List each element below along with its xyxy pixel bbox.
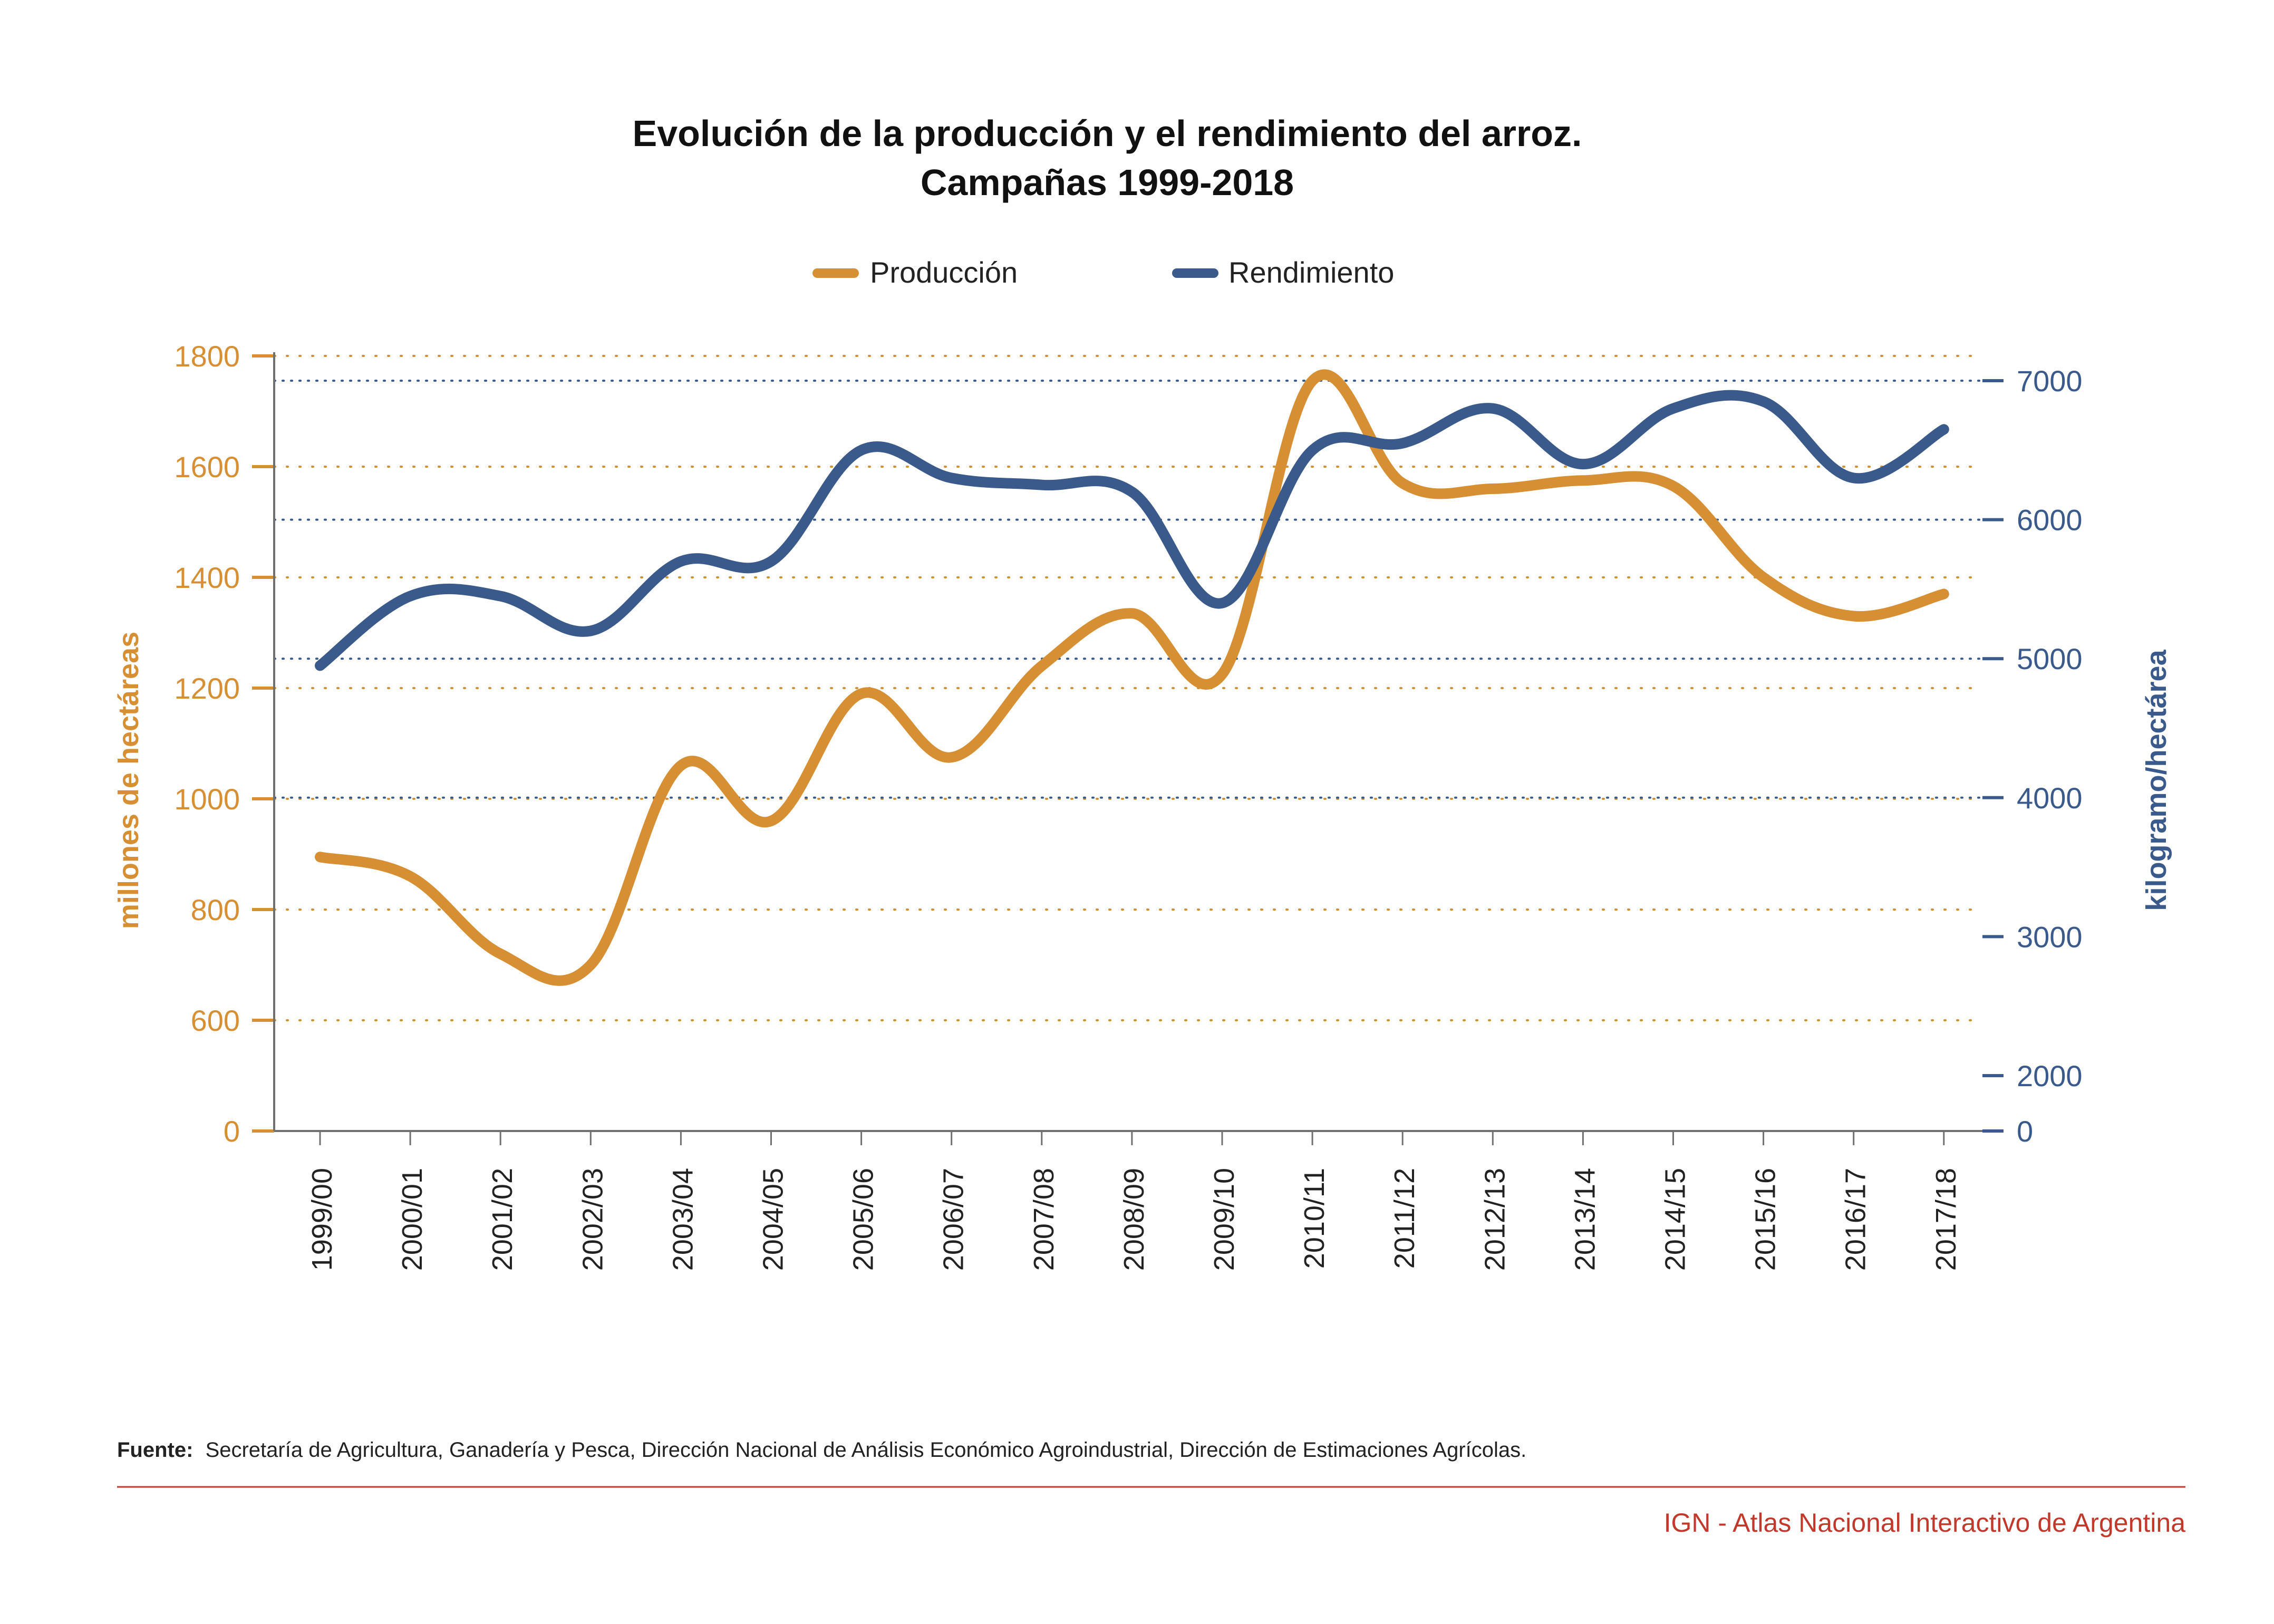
point-produccion-12 — [1402, 483, 1403, 484]
left-tick-label: 800 — [191, 893, 240, 926]
point-rendimiento-10 — [1222, 603, 1223, 604]
x-tick-label: 2005/06 — [848, 1168, 879, 1271]
right-tick-label: 0 — [2017, 1115, 2033, 1148]
point-produccion-4 — [680, 765, 681, 766]
source-label: Fuente: — [117, 1438, 193, 1462]
x-tick-label: 2007/08 — [1028, 1168, 1060, 1271]
x-tick-label: 2004/05 — [758, 1168, 789, 1271]
point-produccion-13 — [1492, 488, 1493, 489]
right-tick-label: 7000 — [2017, 364, 2083, 398]
point-produccion-9 — [1131, 613, 1133, 614]
x-tick-label: 2014/15 — [1660, 1168, 1691, 1271]
series-lines — [315, 369, 1949, 986]
point-produccion-7 — [951, 757, 952, 758]
x-tick-label: 2017/18 — [1930, 1168, 1962, 1271]
right-tick-label: 2000 — [2017, 1059, 2083, 1093]
left-tick-label: 600 — [191, 1004, 240, 1037]
point-produccion-5 — [771, 820, 772, 821]
point-rendimiento-14 — [1582, 463, 1583, 465]
point-rendimiento-15 — [1673, 408, 1674, 409]
point-produccion-10 — [1222, 674, 1223, 675]
left-tick-label: 1600 — [174, 450, 240, 484]
x-tick-label: 2010/11 — [1299, 1168, 1330, 1269]
x-tick-label: 2016/17 — [1840, 1168, 1872, 1271]
left-tick-label: 1000 — [174, 782, 240, 816]
right-tick-label: 5000 — [2017, 642, 2083, 675]
x-tick-label: 2006/07 — [938, 1168, 970, 1271]
source-text: Secretaría de Agricultura, Ganadería y P… — [206, 1438, 1527, 1462]
chart-title: Evolución de la producción y el rendimie… — [633, 113, 1582, 154]
point-rendimiento-16 — [1763, 401, 1764, 402]
point-rendimiento-7 — [951, 478, 952, 479]
point-produccion-6 — [861, 693, 862, 694]
point-produccion-3 — [590, 964, 591, 965]
right-tick-label: 4000 — [2017, 781, 2083, 815]
y-axis-left-title: millones de hectáreas — [113, 632, 144, 929]
x-tick-label: 2012/13 — [1479, 1168, 1511, 1271]
point-rendimiento-12 — [1402, 443, 1403, 444]
legend: Producción Rendimiento — [812, 256, 1394, 289]
point-rendimiento-8 — [1041, 485, 1042, 486]
point-rendimiento-11 — [1312, 450, 1313, 451]
series-line-produccion — [315, 369, 1949, 986]
x-tick-label: 2001/02 — [487, 1168, 518, 1271]
point-rendimiento-1 — [410, 596, 411, 597]
point-produccion-17 — [1853, 616, 1854, 617]
chart-subtitle: Campañas 1999-2018 — [921, 162, 1294, 203]
point-rendimiento-3 — [590, 630, 591, 631]
point-rendimiento-17 — [1853, 478, 1854, 479]
x-tick-label: 2000/01 — [396, 1168, 428, 1271]
point-produccion-15 — [1673, 486, 1674, 487]
y-axis-right-title: kilogramo/hectárea — [2141, 649, 2172, 911]
point-rendimiento-2 — [500, 596, 501, 597]
point-rendimiento-0 — [320, 665, 321, 666]
source-note: Fuente: Secretaría de Agricultura, Ganad… — [117, 1438, 1526, 1462]
axes: 1800160014001200100080060007000600050004… — [174, 340, 2082, 1271]
gridlines — [273, 355, 1983, 1021]
point-rendimiento-6 — [861, 450, 862, 451]
right-tick-label: 6000 — [2017, 504, 2083, 537]
x-tick-label: 2015/16 — [1750, 1168, 1782, 1271]
left-tick-label: 0 — [224, 1115, 240, 1148]
x-tick-label: 2009/10 — [1208, 1168, 1240, 1271]
point-produccion-2 — [500, 953, 501, 954]
point-produccion-11 — [1312, 380, 1313, 381]
point-rendimiento-4 — [680, 561, 681, 562]
x-tick-label: 1999/00 — [306, 1168, 338, 1271]
right-tick-label: 3000 — [2017, 920, 2083, 953]
point-produccion-0 — [320, 856, 321, 857]
atlas-credit: IGN - Atlas Nacional Interactivo de Arge… — [1664, 1508, 2186, 1538]
point-rendimiento-9 — [1131, 491, 1133, 492]
left-tick-label: 1200 — [174, 672, 240, 705]
point-rendimiento-5 — [771, 561, 772, 562]
x-tick-label: 2013/14 — [1569, 1168, 1601, 1271]
legend-label-produccion: Producción — [870, 256, 1018, 289]
point-produccion-14 — [1582, 480, 1583, 481]
point-produccion-16 — [1763, 577, 1764, 578]
x-tick-label: 2003/04 — [667, 1168, 699, 1271]
x-tick-label: 2008/09 — [1118, 1168, 1150, 1271]
point-produccion-1 — [410, 876, 411, 877]
point-rendimiento-13 — [1492, 408, 1493, 409]
point-produccion-8 — [1041, 665, 1042, 666]
legend-label-rendimiento: Rendimiento — [1228, 256, 1394, 289]
series-line-rendimiento — [315, 390, 1949, 671]
x-tick-label: 2002/03 — [577, 1168, 608, 1271]
x-tick-label: 2011/12 — [1389, 1168, 1420, 1269]
left-tick-label: 1400 — [174, 561, 240, 594]
left-tick-label: 1800 — [174, 340, 240, 373]
point-produccion-18 — [1943, 594, 1944, 595]
point-rendimiento-18 — [1943, 429, 1944, 430]
